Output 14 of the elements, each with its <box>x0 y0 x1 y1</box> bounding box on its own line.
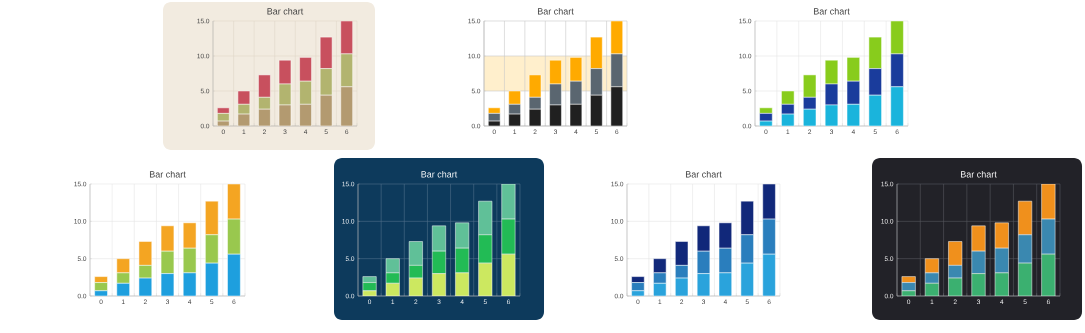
chart-title: Bar chart <box>813 7 850 15</box>
chart-title: Bar chart <box>421 170 458 178</box>
chart-title: Bar chart <box>960 170 997 178</box>
chart-title: Bar chart <box>267 7 304 15</box>
bar <box>971 273 986 296</box>
chart-title: Bar chart <box>685 170 722 178</box>
chart-title: Bar chart <box>149 170 186 178</box>
bar <box>138 265 153 279</box>
bar <box>971 225 986 252</box>
chart-title: Bar chart <box>537 7 574 15</box>
bar <box>948 265 963 279</box>
bar <box>762 253 776 296</box>
bar <box>675 265 689 279</box>
bar <box>408 265 423 279</box>
